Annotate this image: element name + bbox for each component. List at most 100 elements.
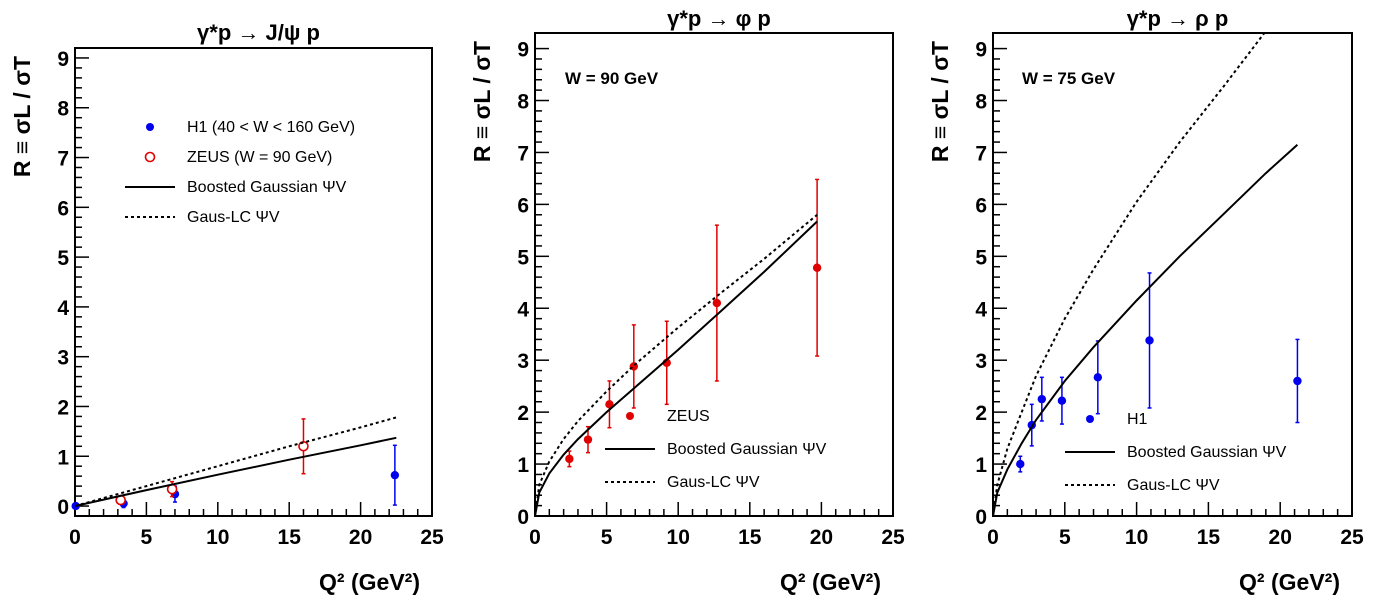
x-tick-label: 25 xyxy=(1340,526,1364,549)
y-tick-label: 0 xyxy=(975,506,987,529)
panel-annotation: W = 75 GeV xyxy=(1022,69,1116,88)
y-tick-label: 2 xyxy=(57,396,69,419)
x-tick-label: 5 xyxy=(141,526,153,549)
plot-frame xyxy=(74,47,433,517)
legend: ZEUS Boosted Gaussian ΨV Gaus-LC ΨV xyxy=(605,408,827,491)
solid-curve xyxy=(535,220,818,516)
plot-frame xyxy=(534,32,894,517)
panel-annotation: W = 90 GeV xyxy=(565,69,659,88)
legend-label: Boosted Gaussian ΨV xyxy=(187,179,347,196)
data-point xyxy=(1145,336,1154,345)
chart-title: γ*p → J/ψ p xyxy=(197,20,320,45)
chart-title: γ*p → ρ p xyxy=(1127,6,1229,31)
x-tick-label: 0 xyxy=(69,526,81,549)
x-tick-label: 15 xyxy=(278,526,302,549)
y-tick-label: 7 xyxy=(975,142,987,165)
y-tick-label: 9 xyxy=(517,39,529,62)
y-tick-label: 6 xyxy=(975,194,987,217)
legend-label: ZEUS xyxy=(667,408,710,425)
legend-label: Gaus-LC ΨV xyxy=(187,209,280,226)
y-tick-label: 4 xyxy=(57,297,69,320)
y-tick-label: 4 xyxy=(517,298,529,321)
data-point xyxy=(1016,459,1025,469)
x-tick-label: 25 xyxy=(420,526,444,549)
y-tick-label: 8 xyxy=(57,98,69,121)
x-axis-label: Q² (GeV²) xyxy=(780,569,881,595)
x-tick-label: 10 xyxy=(667,526,690,549)
y-tick-label: 4 xyxy=(975,298,987,321)
y-tick-label: 0 xyxy=(57,496,69,519)
series-2 xyxy=(535,214,818,516)
y-tick-label: 8 xyxy=(975,91,987,114)
legend-marker xyxy=(626,412,634,420)
panel-2: 0 5 10 15 20 25 0 1 2 3 4 5 6 7 8 9 γ*p → φ p Q² (GeV²) R … xyxy=(469,6,905,595)
chart-title: γ*p → φ p xyxy=(667,6,771,31)
legend-label: Gaus-LC ΨV xyxy=(667,474,760,491)
y-tick-label: 5 xyxy=(57,247,69,270)
series-0 xyxy=(1016,272,1302,473)
series-2 xyxy=(75,436,397,507)
y-tick-label: 5 xyxy=(517,246,529,269)
dotted-curve xyxy=(75,416,397,507)
x-tick-label: 0 xyxy=(987,526,999,549)
dotted-curve xyxy=(993,33,1266,516)
legend-marker xyxy=(1086,415,1094,423)
series-2 xyxy=(993,33,1266,516)
x-tick-label: 5 xyxy=(1059,526,1071,549)
y-tick-label: 7 xyxy=(57,148,69,171)
data-point xyxy=(605,400,614,409)
data-point xyxy=(390,470,400,480)
legend-label: Gaus-LC ΨV xyxy=(1127,477,1220,494)
y-axis-label: R ≡ σL / σT xyxy=(927,41,953,162)
panel-3: 0 5 10 15 20 25 0 1 2 3 4 5 6 7 8 9 γ*p → ρ p Q² (GeV²) R … xyxy=(927,6,1364,595)
data-point xyxy=(1293,376,1302,386)
data-point xyxy=(583,435,593,444)
y-axis-label: R ≡ σL / σT xyxy=(9,56,35,177)
data-point xyxy=(1093,373,1103,382)
legend: H1 (40 < W < 160 GeV) ZEUS (W = 90 GeV) Bo… xyxy=(125,119,355,226)
series-1 xyxy=(535,220,818,516)
legend-marker xyxy=(144,151,156,163)
legend: H1 Boosted Gaussian ΨV Gaus-LC ΨV xyxy=(1065,411,1287,494)
y-tick-label: 1 xyxy=(517,454,529,477)
y-tick-label: 6 xyxy=(57,197,69,220)
solid-curve xyxy=(993,143,1299,516)
x-axis-label: Q² (GeV²) xyxy=(1239,569,1340,595)
x-tick-label: 0 xyxy=(529,526,541,549)
legend-label: Boosted Gaussian ΨV xyxy=(667,441,827,458)
data-point xyxy=(1057,396,1067,405)
y-tick-label: 1 xyxy=(975,454,987,477)
y-tick-label: 3 xyxy=(517,350,529,373)
x-tick-label: 10 xyxy=(1125,526,1148,549)
x-tick-label: 15 xyxy=(1197,526,1221,549)
data-point xyxy=(1037,394,1047,404)
x-tick-label: 15 xyxy=(738,526,762,549)
x-tick-label: 10 xyxy=(206,526,229,549)
y-tick-label: 6 xyxy=(517,194,529,217)
legend-label: ZEUS (W = 90 GeV) xyxy=(187,149,332,166)
legend-label: H1 (40 < W < 160 GeV) xyxy=(187,119,355,136)
x-axis-label: Q² (GeV²) xyxy=(319,569,420,595)
x-tick-label: 5 xyxy=(601,526,613,549)
legend-label: Boosted Gaussian ΨV xyxy=(1127,444,1287,461)
y-tick-label: 7 xyxy=(517,142,529,165)
y-tick-label: 2 xyxy=(975,402,987,425)
legend-label: H1 xyxy=(1127,411,1148,428)
solid-curve xyxy=(75,436,397,507)
dotted-curve xyxy=(535,214,818,516)
x-tick-label: 20 xyxy=(810,526,833,549)
plot-frame xyxy=(992,32,1353,517)
y-tick-label: 2 xyxy=(517,402,529,425)
series-3 xyxy=(75,416,397,507)
panel-1: 0 5 10 15 20 25 0 1 2 3 4 5 6 7 8 9 γ*p → J/ψ p Q² (GeV²)… xyxy=(9,20,444,595)
data-point xyxy=(812,263,822,272)
x-tick-label: 20 xyxy=(1269,526,1292,549)
y-tick-label: 3 xyxy=(975,350,987,373)
y-tick-label: 9 xyxy=(975,39,987,62)
data-point xyxy=(712,298,722,308)
y-tick-label: 3 xyxy=(57,347,69,370)
x-tick-label: 25 xyxy=(881,526,905,549)
y-tick-label: 0 xyxy=(517,506,529,529)
y-tick-label: 5 xyxy=(975,246,987,269)
